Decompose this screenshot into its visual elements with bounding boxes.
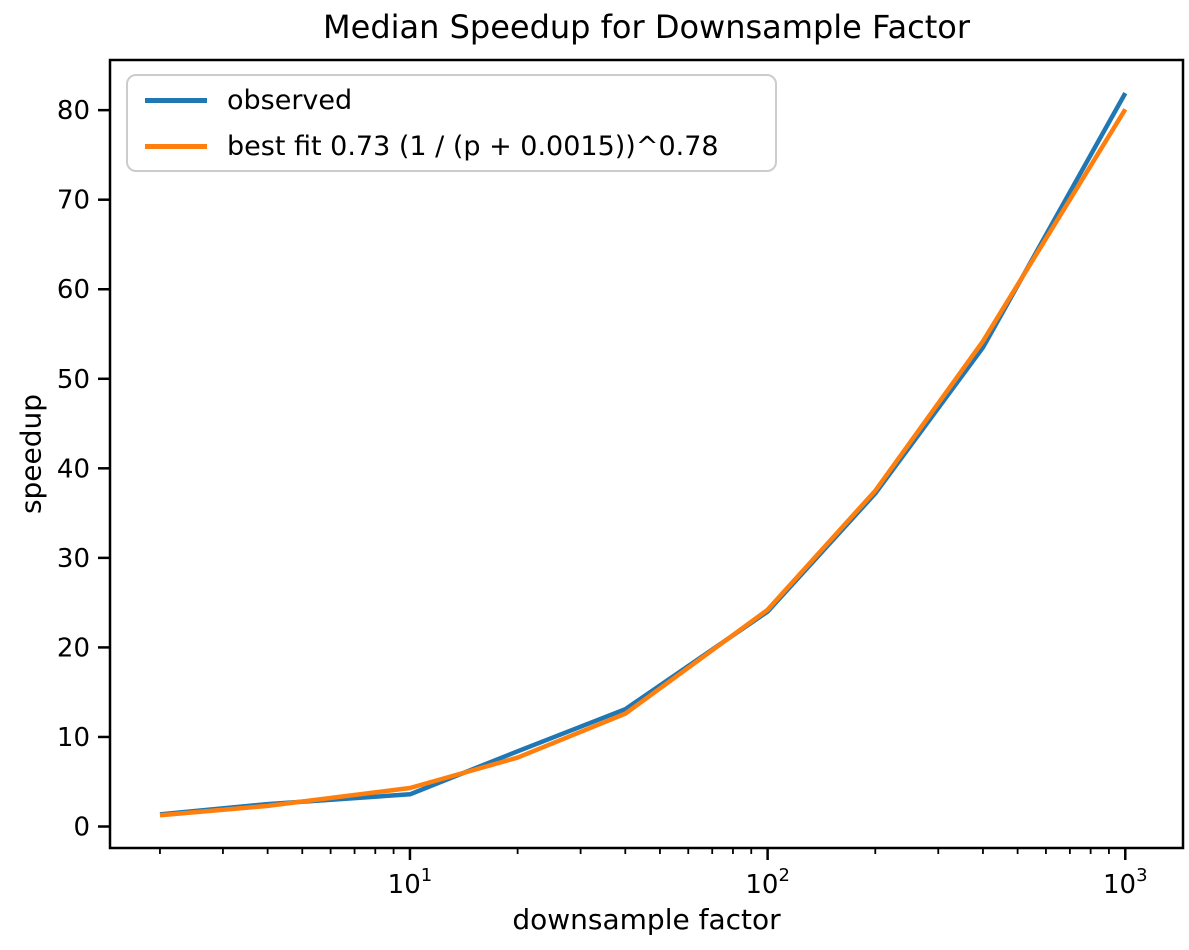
legend: observed best fit 0.73 (1 / (p + 0.0015)… (126, 74, 777, 172)
y-axis-label: speedup (14, 393, 48, 515)
y-axis-major-ticks (98, 108, 110, 828)
legend-entry-best-fit: best fit 0.73 (1 / (p + 0.0015))^0.78 (128, 128, 775, 164)
x-axis-major-ticks (408, 848, 1127, 860)
y-tick-label: 0 (73, 813, 90, 843)
x-tick-label: 102 (745, 865, 790, 900)
y-tick-label: 50 (57, 365, 90, 395)
series-lines (159, 92, 1128, 818)
y-tick-label: 20 (57, 633, 90, 663)
y-axis-tick-labels: 0 10 20 30 40 50 60 70 80 (57, 96, 90, 842)
y-tick-label: 60 (57, 275, 90, 305)
best-fit-line-swatch (145, 143, 207, 149)
y-tick-label: 40 (57, 454, 90, 484)
best-fit-line (159, 108, 1128, 818)
legend-entry-observed: observed (128, 82, 775, 118)
x-axis-label: downsample factor (512, 903, 781, 936)
plot-spines (108, 58, 1185, 850)
y-tick-label: 80 (57, 96, 90, 126)
y-tick-label: 70 (57, 186, 90, 216)
observed-line (159, 92, 1128, 817)
chart-title: Median Speedup for Downsample Factor (323, 8, 970, 46)
x-tick-label: 101 (388, 865, 433, 900)
observed-line-swatch (145, 97, 207, 103)
legend-label-best-fit: best fit 0.73 (1 / (p + 0.0015))^0.78 (227, 130, 719, 162)
y-tick-label: 10 (57, 723, 90, 753)
legend-label-observed: observed (227, 84, 353, 116)
y-tick-label: 30 (57, 544, 90, 574)
x-tick-label: 103 (1103, 865, 1148, 900)
x-axis-tick-labels: 101 102 103 (388, 865, 1148, 900)
